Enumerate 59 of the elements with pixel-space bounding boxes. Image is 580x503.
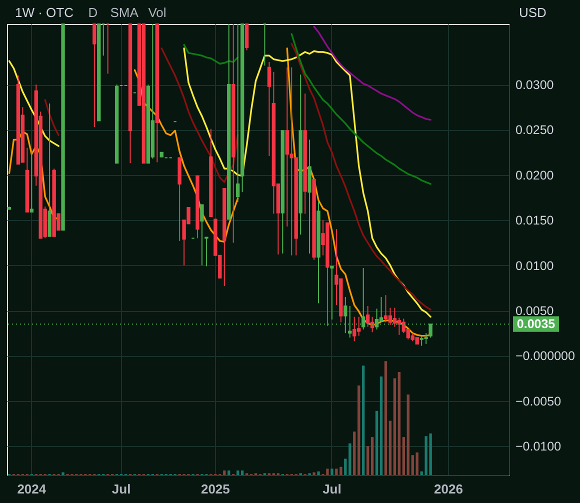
candlestick	[402, 318, 406, 334]
candlestick	[204, 236, 208, 267]
text: Vol	[148, 5, 166, 20]
y-tick-label: −0.0100	[516, 440, 562, 454]
bar	[330, 468, 334, 475]
y-tick-label: 0.0200	[516, 168, 554, 182]
bar	[317, 471, 320, 475]
candlestick	[330, 266, 334, 320]
bar	[406, 394, 410, 475]
candlestick	[267, 61, 272, 156]
bar	[344, 458, 347, 475]
ref-line-label: 0.0035	[516, 317, 556, 332]
bar	[348, 443, 352, 475]
bar	[384, 361, 388, 475]
bar	[240, 470, 244, 475]
candlestick	[424, 332, 428, 344]
candlestick	[388, 307, 392, 326]
y-tick-label: 0.0250	[516, 123, 554, 138]
candlestick	[244, 24, 249, 51]
bar	[416, 452, 418, 475]
candlestick	[384, 294, 388, 323]
candlestick	[92, 24, 96, 128]
bar	[375, 410, 378, 475]
x-tick-label: 2025	[200, 482, 230, 496]
y-tick-label: −0.0050	[516, 394, 562, 408]
y-tick-label: 0.0150	[516, 214, 554, 228]
text: SMA	[110, 5, 139, 20]
bar	[411, 455, 414, 475]
bar	[362, 366, 365, 475]
bar	[388, 420, 392, 475]
x-tick-label: 2024	[17, 482, 47, 496]
bar	[236, 470, 240, 475]
x-tick-label: Jul	[322, 482, 342, 496]
bar	[393, 378, 396, 475]
x-tick-label: Jul	[112, 482, 131, 496]
bar	[370, 437, 374, 475]
bar	[366, 446, 370, 475]
y-tick-label: 0.0100	[516, 258, 554, 273]
candlestick	[397, 317, 402, 336]
y-tick-label: 0.0300	[516, 78, 554, 92]
candlestick	[352, 316, 356, 342]
bar	[398, 372, 401, 475]
y-tick-label: −0.000000	[516, 349, 575, 364]
y-axis-title: USD	[519, 5, 546, 20]
text: D	[88, 5, 98, 20]
bar	[380, 376, 383, 475]
y-tick-label: 0.0050	[516, 304, 554, 318]
bar	[312, 472, 316, 475]
bar	[62, 472, 64, 475]
bar	[358, 386, 360, 475]
x-tick-label: 2026	[434, 482, 463, 496]
bar	[402, 437, 406, 475]
bar	[223, 470, 226, 475]
candlestick	[392, 307, 397, 328]
bar	[228, 470, 230, 475]
bar	[353, 432, 356, 475]
chart-title: 1W · OTC	[15, 5, 74, 20]
candlestick	[366, 305, 370, 328]
line-series	[313, 26, 432, 121]
